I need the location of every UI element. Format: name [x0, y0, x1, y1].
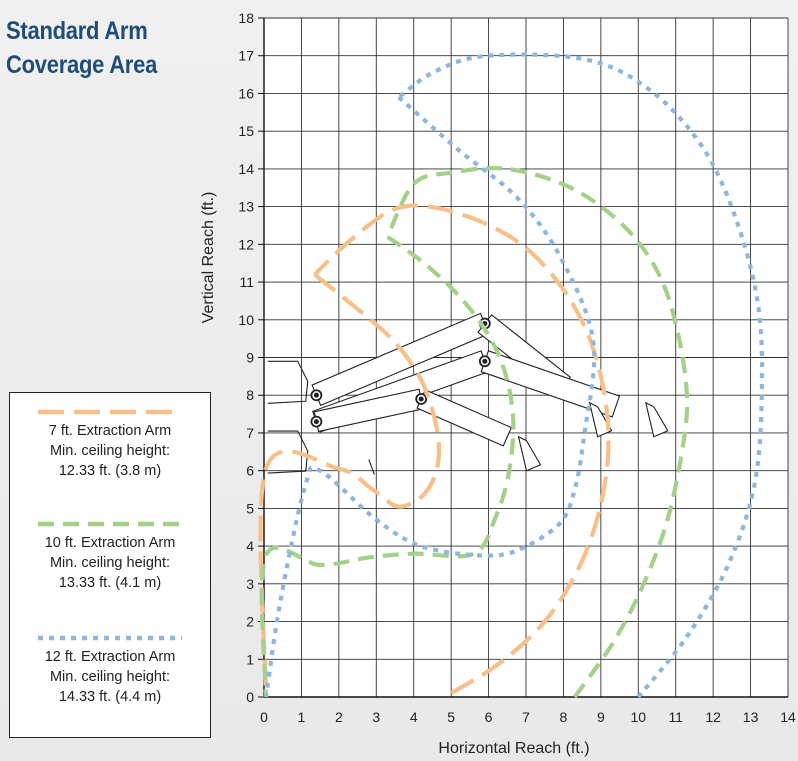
x-tick-label: 0 [260, 709, 268, 725]
joint-e-pin [482, 358, 488, 364]
legend-item-7ft: 7 ft. Extraction Arm Min. ceiling height… [10, 407, 210, 481]
x-tick-label: 9 [597, 709, 605, 725]
x-tick-label: 7 [522, 709, 530, 725]
legend-line2-10ft: Min. ceiling height: [49, 555, 171, 571]
y-tick-label: 2 [246, 614, 254, 630]
y-tick-label: 5 [246, 500, 254, 516]
y-tick-label: 15 [238, 123, 254, 139]
y-tick-label: 10 [238, 312, 254, 328]
y-tick-label: 7 [246, 425, 254, 441]
y-tick-label: 18 [238, 10, 254, 26]
x-tick-label: 6 [485, 709, 493, 725]
x-tick-label: 5 [447, 709, 455, 725]
wall-mount-1 [267, 430, 309, 474]
legend-name-12ft: 12 ft. Extraction Arm [44, 649, 176, 665]
hood-b [588, 401, 613, 438]
series-line-2-segment-1 [263, 95, 597, 698]
series-line-0-segment-1 [258, 272, 442, 694]
grid [258, 17, 789, 698]
y-tick-label: 0 [246, 689, 254, 705]
y-tick-label: 6 [246, 463, 254, 479]
tick-labels: 0 1 2 3 4 5 6 7 8 9 10 11 12 13 1401234567891011121314… [238, 10, 796, 725]
y-tick-label: 13 [238, 199, 254, 215]
x-axis-label: Horizontal Reach (ft.) [438, 740, 589, 757]
legend-item-12ft: 12 ft. Extraction Arm Min. ceiling heigh… [10, 633, 210, 707]
chart-title: Standard Arm Coverage Area [6, 14, 157, 82]
legend-item-10ft: 10 ft. Extraction Arm Min. ceiling heigh… [10, 519, 210, 593]
title-line-1: Standard Arm [6, 17, 148, 45]
legend-line3-12ft: 14.33 ft. (4.4 m) [58, 689, 162, 705]
series-line-1-segment-1 [259, 235, 516, 698]
joint-c-pin [418, 396, 424, 402]
series-line-1-segment-0 [385, 165, 690, 699]
wall-mount-0 [267, 360, 309, 404]
legend-swatch-12ft [38, 635, 182, 641]
legend-line3-7ft: 12.33 ft. (3.8 m) [58, 463, 162, 479]
legend-name-7ft: 7 ft. Extraction Arm [48, 423, 172, 439]
title-line-2: Coverage Area [6, 51, 158, 79]
x-tick-label: 10 [630, 709, 646, 725]
legend: 7 ft. Extraction Arm Min. ceiling height… [9, 392, 211, 738]
x-tick-label: 13 [743, 709, 759, 725]
y-axis-label: Vertical Reach (ft.) [200, 192, 217, 324]
y-tick-label: 17 [238, 48, 254, 64]
arm-hose-hint [368, 459, 375, 475]
x-tick-label: 14 [780, 709, 796, 725]
y-tick-label: 3 [246, 576, 254, 592]
x-tick-label: 4 [410, 709, 418, 725]
legend-line3-10ft: 13.33 ft. (4.1 m) [58, 575, 162, 591]
hood-c [644, 401, 669, 438]
joint-b-pin [313, 419, 319, 425]
series-line-2-segment-0 [397, 52, 765, 699]
y-tick-label: 12 [238, 236, 254, 252]
y-tick-label: 1 [246, 651, 254, 667]
legend-swatch-7ft [38, 409, 182, 415]
series-2 [263, 52, 765, 699]
series-1 [259, 165, 690, 699]
y-tick-label: 8 [246, 387, 254, 403]
hood-a [517, 435, 542, 472]
series-line-0-segment-0 [313, 203, 611, 695]
joint-a-pin [313, 392, 319, 398]
x-tick-label: 1 [298, 709, 306, 725]
legend-line2-7ft: Min. ceiling height: [49, 443, 171, 459]
y-tick-label: 9 [246, 350, 254, 366]
x-tick-label: 3 [372, 709, 380, 725]
x-tick-label: 2 [335, 709, 343, 725]
arm-illustration [267, 312, 669, 475]
x-tick-label: 8 [560, 709, 568, 725]
y-tick-label: 4 [246, 538, 254, 554]
y-tick-label: 16 [238, 85, 254, 101]
x-tick-label: 12 [705, 709, 721, 725]
legend-name-10ft: 10 ft. Extraction Arm [44, 535, 176, 551]
x-tick-label: 11 [668, 709, 683, 725]
y-tick-label: 14 [238, 161, 254, 177]
legend-line2-12ft: Min. ceiling height: [49, 669, 171, 685]
series-0 [258, 203, 611, 695]
series-layer [258, 52, 765, 699]
y-tick-label: 11 [239, 274, 254, 290]
